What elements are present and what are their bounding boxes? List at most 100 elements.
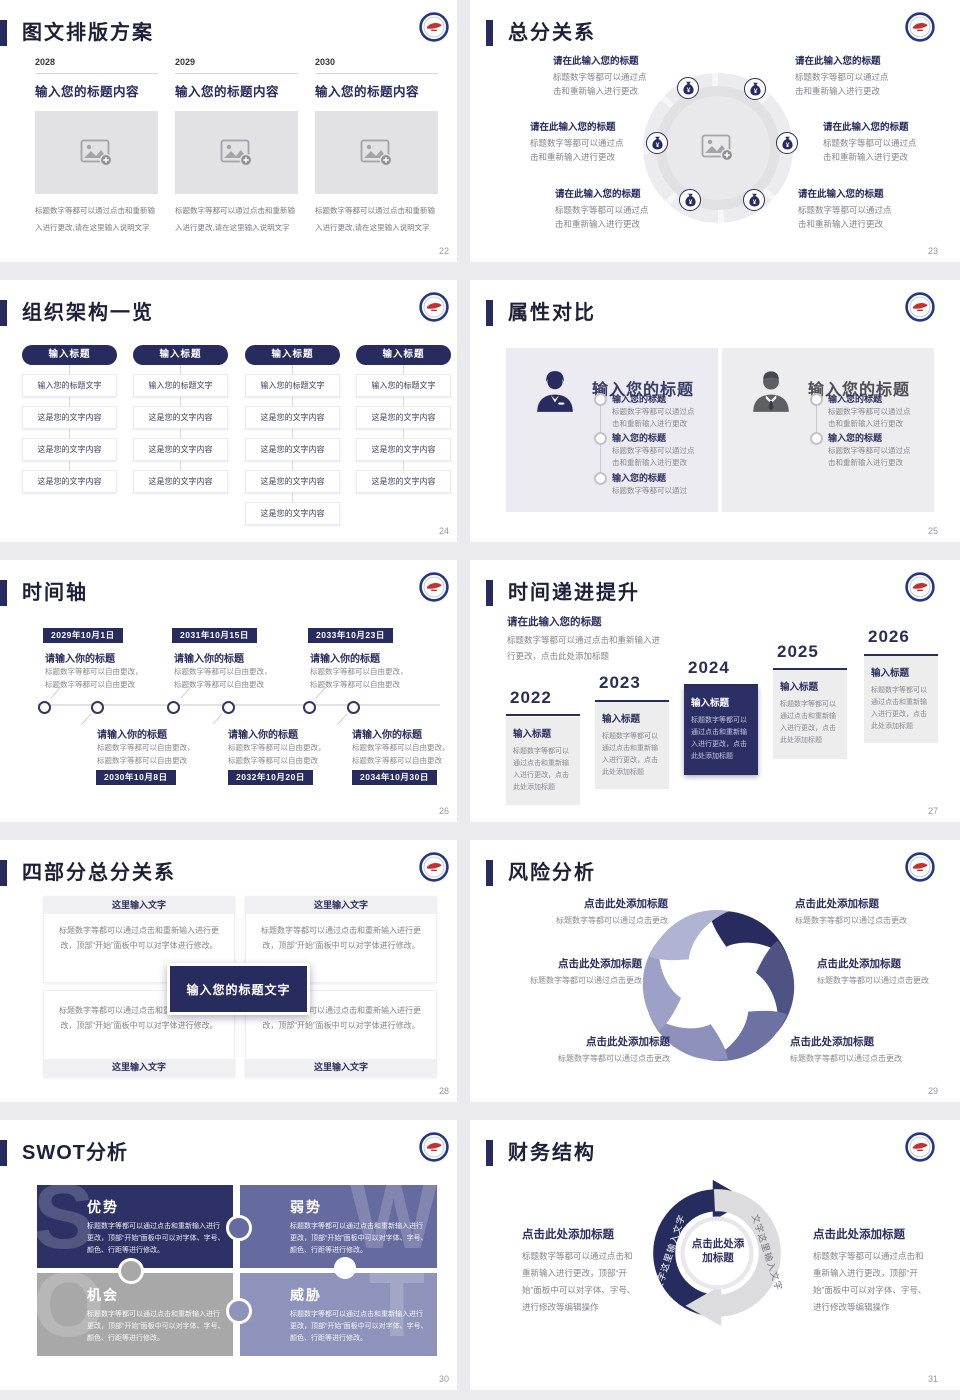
org-box[interactable]: 输入您的标题文字	[133, 374, 228, 397]
piece-body: 标题数字等都可以通过点击和重新输入进行更改，顶部“开始”面板中可以对字体、字号、…	[87, 1311, 225, 1342]
timeline-node	[810, 432, 823, 445]
org-box[interactable]: 这是您的文字内容	[356, 438, 451, 461]
year-label: 2022	[510, 688, 552, 707]
slide-22[interactable]: 图文排版方案 22 2028 输入您的标题内容 标题数字等都可以通过点击和重新输…	[0, 0, 457, 262]
image-placeholder[interactable]	[35, 111, 158, 194]
piece-title: 优势	[87, 1199, 119, 1215]
slide-25[interactable]: 属性对比 25 输入您的标题 输入您的标题 标题数字等都可以通过点击和重新输入进…	[470, 280, 960, 542]
image-placeholder[interactable]	[315, 111, 438, 194]
org-box[interactable]: 这是您的文字内容	[245, 502, 340, 525]
slide-28[interactable]: 四部分总分关系 28 这里输入文字 标题数字等都可以通过点击和重新输入进行更改，…	[0, 840, 457, 1102]
year-underline	[684, 684, 758, 686]
card-title: 输入标题	[780, 682, 819, 693]
slide-title: SWOT分析	[22, 1142, 128, 1164]
title-accent-bar	[486, 580, 493, 606]
column-heading: 输入您的标题内容	[35, 85, 140, 99]
org-box[interactable]: 这是您的文字内容	[356, 406, 451, 429]
stage-card[interactable]: 输入标题 标题数字等都可以通过点击和重新输入进行更改，点击此处添加标题	[864, 656, 938, 743]
year-underline	[864, 654, 938, 656]
org-box[interactable]: 输入您的标题文字	[245, 374, 340, 397]
stage-card[interactable]: 输入标题 标题数字等都可以通过点击和重新输入进行更改，点击此处添加标题	[506, 717, 580, 805]
school-logo-icon	[419, 852, 449, 882]
org-box[interactable]: 这是您的文字内容	[133, 470, 228, 493]
title-accent-bar	[0, 20, 7, 46]
swot-piece-strengths[interactable]: S 优势 标题数字等都可以通过点击和重新输入进行更改，顶部“开始”面板中可以对字…	[37, 1185, 233, 1268]
slide-title: 时间轴	[22, 582, 88, 604]
timeline-body: 标题数字等都可以自由更改，标题数字等都可以自由更改	[174, 667, 272, 689]
node-body: 标题数字等都可以通过点击和重新输入进行更改	[612, 407, 695, 428]
slide-29[interactable]: 风险分析 29 点击此处添加标题 标题数字等都可以通过点击更改 点击此处添加标题标…	[470, 840, 960, 1102]
slide-27[interactable]: 时间递进提升 27 请在此输入您的标题 标题数字等都可以通过点击和重新输入进行更…	[470, 560, 960, 822]
timeline-node	[594, 472, 607, 485]
org-box[interactable]: 这是您的文字内容	[245, 470, 340, 493]
slide-30[interactable]: SWOT分析 30 S 优势 标题数字等都可以通过点击和重新输入进行更改，顶部“…	[0, 1120, 457, 1390]
org-header-pill[interactable]: 输入标题	[356, 345, 451, 365]
stage-card[interactable]: 输入标题 标题数字等都可以通过点击和重新输入进行更改，点击此处添加标题	[773, 670, 847, 759]
quadrant-header: 这里输入文字	[44, 1059, 234, 1076]
money-bag-icon: ¥	[684, 193, 696, 207]
school-logo-icon	[905, 572, 935, 602]
org-box[interactable]: 输入您的标题文字	[22, 374, 117, 397]
image-placeholder[interactable]	[175, 111, 298, 194]
feature-item: 请在此输入您的标题 标题数字等都可以通过点击和重新输入进行更改	[823, 122, 917, 162]
slide-23[interactable]: 总分关系 23 ¥ ¥ ¥ ¥ ¥ ¥ 请在此输入您的标题 标题数字等都可以通过点…	[470, 0, 960, 262]
school-logo-icon	[419, 572, 449, 602]
center-title-box[interactable]: 输入您的标题文字	[167, 963, 310, 1015]
org-box[interactable]: 这是您的文字内容	[22, 470, 117, 493]
page-number: 30	[438, 1374, 449, 1384]
swot-piece-weaknesses[interactable]: W 弱势 标题数字等都可以通过点击和重新输入进行更改，顶部“开始”面板中可以对字…	[240, 1185, 437, 1268]
swot-piece-threats[interactable]: T 威胁 标题数字等都可以通过点击和重新输入进行更改，顶部“开始”面板中可以对字…	[240, 1273, 437, 1356]
org-box[interactable]: 这是您的文字内容	[356, 470, 451, 493]
org-box[interactable]: 这是您的文字内容	[133, 406, 228, 429]
quadrant-card[interactable]: 标题数字等都可以通过点击和重新输入进行更改，顶部“开始”面板中可以对字体进行修改…	[245, 990, 437, 1077]
slide-24[interactable]: 组织架构一览 24 输入标题 输入您的标题文字 这是您的文字内容 这是您的文字内…	[0, 280, 457, 542]
org-box[interactable]: 输入您的标题文字	[356, 374, 451, 397]
swot-piece-opportunities[interactable]: O 机会 标题数字等都可以通过点击和重新输入进行更改，顶部“开始”面板中可以对字…	[37, 1273, 233, 1356]
slide-31[interactable]: 财务结构 31 文字这里输入文字 文字这里输入文字 点击此处添加标题 点击此处添…	[470, 1120, 960, 1390]
org-box[interactable]: 这是您的文字内容	[133, 438, 228, 461]
timeline-dot	[167, 701, 180, 714]
timeline-dot	[303, 701, 316, 714]
piece-title: 弱势	[290, 1199, 322, 1215]
node-heading: 输入您的标题	[828, 433, 883, 443]
org-connector-line	[292, 365, 293, 510]
slide-title: 时间递进提升	[508, 582, 640, 604]
org-column: 输入标题 输入您的标题文字 这是您的文字内容 这是您的文字内容 这是您的文字内容…	[245, 345, 340, 525]
slide-26[interactable]: 时间轴 26 2029年10月1日 2031年10月15日 2033年10月23…	[0, 560, 457, 822]
puzzle-tab	[226, 1215, 252, 1241]
org-column: 输入标题 输入您的标题文字 这是您的文字内容 这是您的文字内容 这是您的文字内容	[133, 345, 228, 493]
svg-text:¥: ¥	[686, 87, 690, 94]
school-logo-icon	[419, 1132, 449, 1162]
date-chip: 2031年10月15日	[172, 628, 257, 643]
org-header-pill[interactable]: 输入标题	[133, 345, 228, 365]
slide-title: 四部分总分关系	[22, 862, 176, 884]
piece-body: 标题数字等都可以通过点击和重新输入进行更改，顶部“开始”面板中可以对字体、字号、…	[290, 1311, 428, 1342]
page-number: 24	[438, 526, 449, 536]
org-box[interactable]: 这是您的文字内容	[245, 406, 340, 429]
date-chip: 2032年10月20日	[228, 770, 313, 785]
year-column: 2030 输入您的标题内容 标题数字等都可以通过点击和重新输入进行更改,请在这里…	[315, 57, 438, 236]
center-circle[interactable]	[666, 96, 770, 200]
quadrant-card[interactable]: 这里输入文字 标题数字等都可以通过点击和重新输入进行更改，顶部“开始”面板中可以…	[43, 896, 235, 983]
org-header-pill[interactable]: 输入标题	[245, 345, 340, 365]
org-header-pill[interactable]: 输入标题	[22, 345, 117, 365]
timeline-heading: 请输入你的标题	[174, 654, 244, 665]
piece-title: 威胁	[290, 1287, 322, 1303]
card-title: 输入标题	[513, 729, 552, 740]
school-logo-icon	[905, 1132, 935, 1162]
page-number: 28	[438, 1086, 449, 1096]
watermark-letter: T	[368, 1273, 425, 1356]
year-column: 2029 输入您的标题内容 标题数字等都可以通过点击和重新输入进行更改,请在这里…	[175, 57, 298, 236]
finance-item-left: 点击此处添加标题 标题数字等都可以通过点击和重新输入进行更改，顶部“开始”面板中…	[522, 1229, 636, 1312]
panel-heading: 输入您的标题	[592, 382, 695, 399]
stage-card-highlight[interactable]: 输入标题 标题数字等都可以通过点击和重新输入进行更改，点击此处添加标题	[684, 686, 758, 775]
male-person-icon	[753, 371, 789, 412]
card-body: 标题数字等都可以通过点击和重新输入进行更改，点击此处添加标题	[691, 717, 747, 760]
org-column: 输入标题 输入您的标题文字 这是您的文字内容 这是您的文字内容 这是您的文字内容	[22, 345, 117, 493]
node-body: 标题数字等都可以通过点击和重新输入进行更改	[828, 407, 911, 428]
stage-card[interactable]: 输入标题 标题数字等都可以通过点击和重新输入进行更改，点击此处添加标题	[595, 702, 669, 789]
node-body: 标题数字等都可以通过点击和重新输入进行更改	[612, 446, 695, 467]
org-box[interactable]: 这是您的文字内容	[22, 438, 117, 461]
org-box[interactable]: 这是您的文字内容	[245, 438, 340, 461]
org-box[interactable]: 这是您的文字内容	[22, 406, 117, 429]
